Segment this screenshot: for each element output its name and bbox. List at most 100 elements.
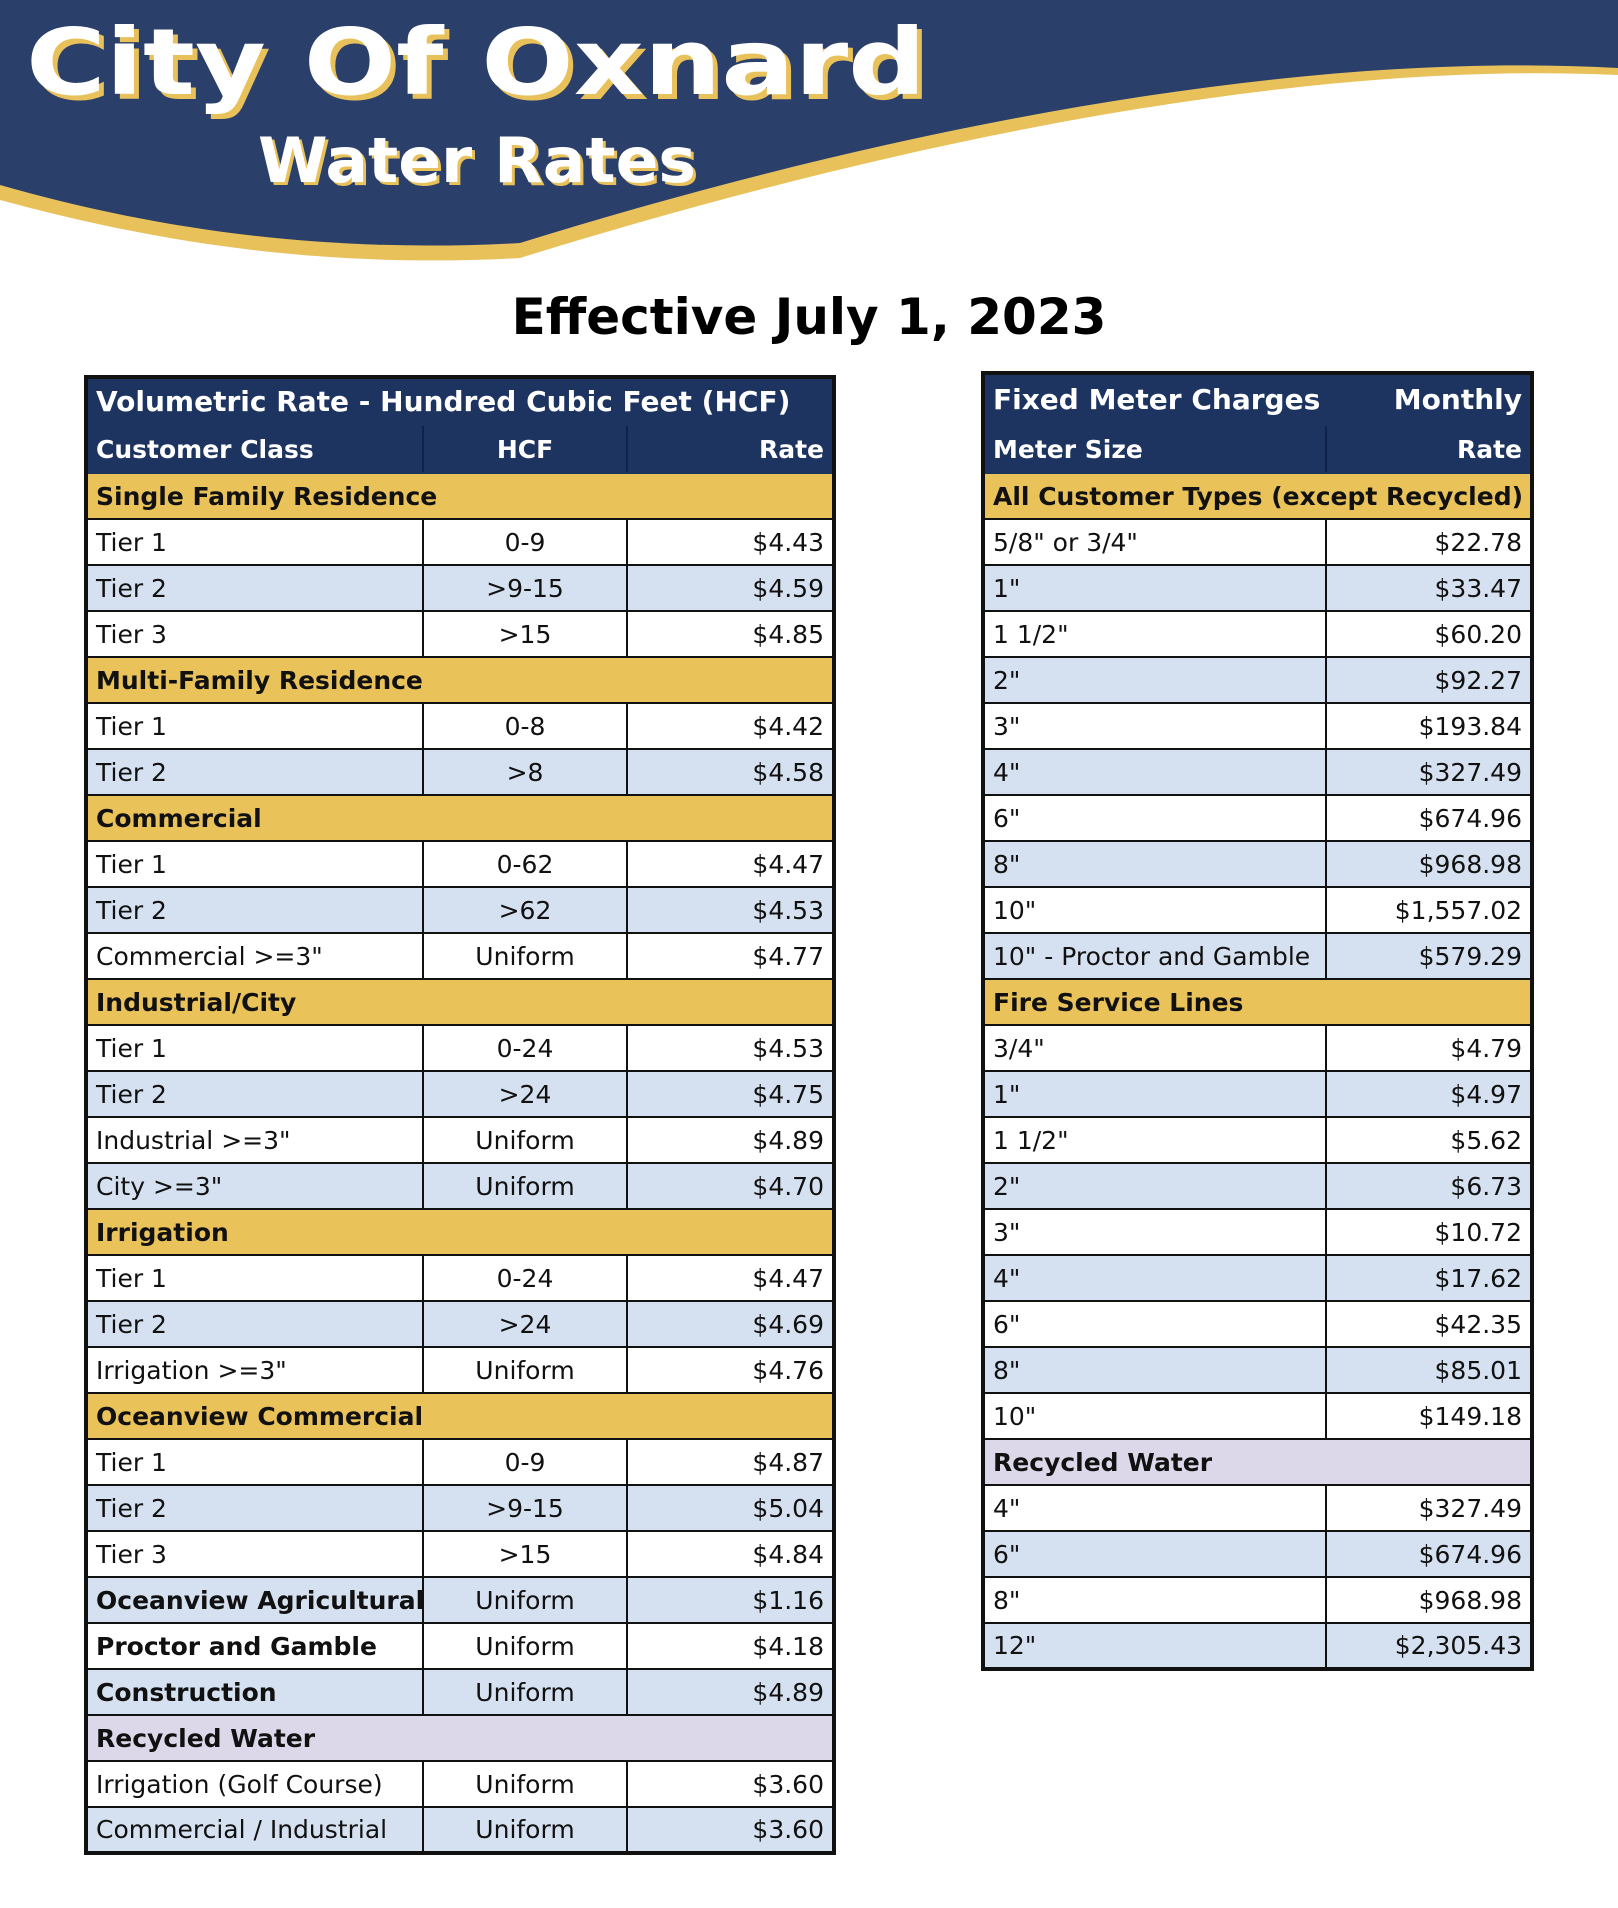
rate-row: Commercial / Industrial Uniform $3.60 <box>85 1806 835 1854</box>
meter-size: 3" <box>982 1208 1327 1256</box>
hcf: 0-24 <box>422 1024 628 1072</box>
rate-row: 4" $17.62 <box>982 1254 1533 1302</box>
meter-size: 10" <box>982 1392 1327 1440</box>
customer-class: Tier 3 <box>85 1530 424 1578</box>
meter-size: 6" <box>982 794 1327 842</box>
column-header: HCF <box>422 424 628 474</box>
rate: $579.29 <box>1325 932 1533 980</box>
rate-row: 6" $42.35 <box>982 1300 1533 1348</box>
header-row: Fixed Meter Charges Monthly <box>982 372 1533 426</box>
meter-size: 1" <box>982 1070 1327 1118</box>
meter-size: 10" <box>982 886 1327 934</box>
column-header: Customer Class <box>85 424 424 474</box>
rate-row: 2" $6.73 <box>982 1162 1533 1210</box>
section-name: Industrial/City <box>85 978 835 1026</box>
meter-size: 4" <box>982 748 1327 796</box>
rate-row: Tier 3 >15 $4.85 <box>85 610 835 658</box>
section-name: Recycled Water <box>982 1438 1533 1486</box>
section-row: Commercial <box>85 794 835 842</box>
hcf: Uniform <box>422 1346 628 1394</box>
rate: $4.47 <box>626 840 835 888</box>
customer-class: Tier 2 <box>85 1300 424 1348</box>
rate: $4.76 <box>626 1346 835 1394</box>
rate-row: City >=3" Uniform $4.70 <box>85 1162 835 1210</box>
customer-class: Oceanview Agricultural <box>85 1576 424 1624</box>
rate-row: Tier 1 0-24 $4.53 <box>85 1024 835 1072</box>
rate-row: 1" $33.47 <box>982 564 1533 612</box>
hcf: >8 <box>422 748 628 796</box>
rate-row: 6" $674.96 <box>982 1530 1533 1578</box>
hcf: Uniform <box>422 1162 628 1210</box>
rate: $4.70 <box>626 1162 835 1210</box>
customer-class: Tier 1 <box>85 702 424 750</box>
rate-row: 10" $149.18 <box>982 1392 1533 1440</box>
section-name: Commercial <box>85 794 835 842</box>
hcf: Uniform <box>422 1806 628 1854</box>
customer-class: Tier 2 <box>85 1484 424 1532</box>
meter-size: 8" <box>982 840 1327 888</box>
rate-row: 5/8" or 3/4" $22.78 <box>982 518 1533 566</box>
rate-row: Industrial >=3" Uniform $4.89 <box>85 1116 835 1164</box>
hcf: >24 <box>422 1300 628 1348</box>
meter-size: 4" <box>982 1254 1327 1302</box>
section-row: Fire Service Lines <box>982 978 1533 1026</box>
customer-class: Commercial / Industrial <box>85 1806 424 1854</box>
hcf: 0-62 <box>422 840 628 888</box>
customer-class: Tier 1 <box>85 1254 424 1302</box>
column-header: Rate <box>626 424 835 474</box>
meter-size: 8" <box>982 1346 1327 1394</box>
hcf: >9-15 <box>422 564 628 612</box>
rate: $674.96 <box>1325 794 1533 842</box>
rate: $4.18 <box>626 1622 835 1670</box>
rate: $85.01 <box>1325 1346 1533 1394</box>
rate-row: 3" $10.72 <box>982 1208 1533 1256</box>
rate: $4.79 <box>1325 1024 1533 1072</box>
customer-class: Tier 2 <box>85 886 424 934</box>
banner-navy <box>0 0 1618 246</box>
column-header: Rate <box>1325 424 1533 474</box>
table-body: Volumetric Rate - Hundred Cubic Feet (HC… <box>85 376 835 1854</box>
customer-class: Tier 1 <box>85 1438 424 1486</box>
rate: $3.60 <box>626 1760 835 1808</box>
rate: $2,305.43 <box>1325 1622 1533 1670</box>
meter-size: 6" <box>982 1530 1327 1578</box>
hcf: >9-15 <box>422 1484 628 1532</box>
meter-size: 12" <box>982 1622 1327 1670</box>
section-name: Fire Service Lines <box>982 978 1533 1026</box>
hcf: Uniform <box>422 1622 628 1670</box>
rate-row: Tier 2 >9-15 $5.04 <box>85 1484 835 1532</box>
rate-row: Irrigation >=3" Uniform $4.76 <box>85 1346 835 1394</box>
meter-size: 1" <box>982 564 1327 612</box>
hcf: Uniform <box>422 1760 628 1808</box>
hcf: >15 <box>422 1530 628 1578</box>
customer-class: Irrigation >=3" <box>85 1346 424 1394</box>
rate-row: 1 1/2" $60.20 <box>982 610 1533 658</box>
customer-class: Commercial >=3" <box>85 932 424 980</box>
table-title: Volumetric Rate - Hundred Cubic Feet (HC… <box>85 376 835 426</box>
rate-row: Tier 2 >9-15 $4.59 <box>85 564 835 612</box>
rate: $968.98 <box>1325 840 1533 888</box>
rate-row: Tier 1 0-9 $4.87 <box>85 1438 835 1486</box>
rate: $4.97 <box>1325 1070 1533 1118</box>
rate-row: Proctor and Gamble Uniform $4.18 <box>85 1622 835 1670</box>
column-header: Meter Size <box>982 424 1327 474</box>
volumetric-table: Volumetric Rate - Hundred Cubic Feet (HC… <box>84 375 836 1855</box>
header-row: Volumetric Rate - Hundred Cubic Feet (HC… <box>85 376 835 426</box>
rate: $4.53 <box>626 1024 835 1072</box>
rate: $4.59 <box>626 564 835 612</box>
rate-row: 3" $193.84 <box>982 702 1533 750</box>
hcf: Uniform <box>422 932 628 980</box>
rate-row: 8" $968.98 <box>982 840 1533 888</box>
subtitle-shadow: Water Rates <box>261 127 699 200</box>
rate: $4.58 <box>626 748 835 796</box>
rate: $4.89 <box>626 1668 835 1716</box>
rate: $33.47 <box>1325 564 1533 612</box>
rate-row: 2" $92.27 <box>982 656 1533 704</box>
rate-row: Tier 3 >15 $4.84 <box>85 1530 835 1578</box>
hcf: Uniform <box>422 1576 628 1624</box>
table-title-right: Monthly <box>1325 372 1533 426</box>
rate: $149.18 <box>1325 1392 1533 1440</box>
rate-row: Tier 2 >8 $4.58 <box>85 748 835 796</box>
banner: City Of Oxnard City Of Oxnard Water Rate… <box>0 0 1618 261</box>
rate: $193.84 <box>1325 702 1533 750</box>
